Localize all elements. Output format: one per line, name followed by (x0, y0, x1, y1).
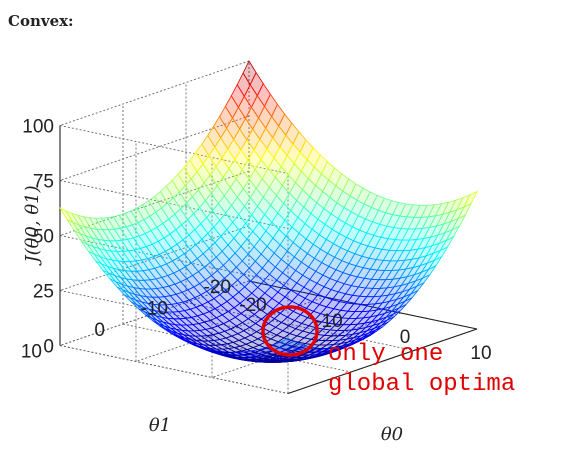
gridline-floor-y (122, 323, 352, 373)
gridline-floor-x (59, 280, 250, 346)
surface-mesh (58, 60, 478, 363)
x-axis-line (248, 280, 478, 330)
gridline-back-z (59, 235, 289, 284)
gridline-floor-y (59, 345, 289, 394)
gridline-back-z (59, 125, 289, 174)
z-axis-label: J(θ0, θ1) (22, 185, 43, 266)
annotation-text-line: only one (328, 341, 443, 368)
x-tick-label: 0 (400, 327, 411, 348)
z-tick-label: 0 (43, 337, 54, 358)
y-axis-line (287, 328, 478, 395)
x-tick-label: 10 (470, 343, 491, 364)
axis-labels: θ0 θ1 J(θ0, θ1) (22, 185, 403, 445)
gridline-back-z (59, 180, 289, 229)
annotation-text-line: global optima (328, 371, 515, 398)
y-tick-label: 0 (94, 320, 105, 341)
y-axis-label: θ1 (149, 415, 171, 436)
gridline-floor-y (185, 302, 415, 351)
y-tick-label: -20 (204, 277, 231, 298)
minimum-circle (261, 305, 319, 357)
x-tick-label: -20 (239, 295, 266, 316)
gridline-side-z (59, 115, 250, 181)
z-tick-label: 25 (33, 282, 54, 303)
y-tick-label: 10 (21, 342, 42, 363)
gridline-side-z (59, 170, 250, 236)
y-tick-label: -10 (141, 299, 168, 320)
z-tick-label: 100 (22, 117, 54, 138)
x-axis-label: θ0 (381, 424, 403, 445)
section-heading: Convex: (8, 12, 74, 30)
gridline-side-z (59, 60, 250, 126)
z-tick-label: 50 (33, 227, 54, 248)
x-tick-label: -10 (315, 311, 342, 332)
z-tick-label: 75 (33, 172, 54, 193)
gridline-side-z (59, 225, 250, 291)
gridline-back-z (59, 290, 289, 339)
annotation: only one global optima (261, 305, 515, 398)
